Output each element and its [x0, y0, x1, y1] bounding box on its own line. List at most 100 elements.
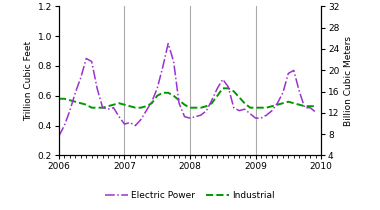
- Electric Power: [237, 109, 241, 112]
- Industrial: [188, 106, 192, 109]
- Electric Power: [215, 87, 220, 89]
- Electric Power: [220, 78, 225, 81]
- Electric Power: [199, 114, 203, 116]
- Industrial: [291, 102, 296, 104]
- Legend: Electric Power, Industrial: Electric Power, Industrial: [101, 187, 279, 203]
- Electric Power: [106, 108, 110, 110]
- Electric Power: [73, 92, 78, 94]
- Electric Power: [166, 42, 171, 45]
- Industrial: [182, 104, 187, 106]
- Electric Power: [308, 106, 312, 109]
- Industrial: [199, 106, 203, 109]
- Industrial: [226, 87, 231, 89]
- Industrial: [166, 92, 171, 94]
- Electric Power: [122, 123, 127, 125]
- Electric Power: [231, 106, 236, 109]
- Electric Power: [84, 57, 89, 60]
- Electric Power: [95, 87, 100, 89]
- Industrial: [193, 106, 198, 109]
- Industrial: [302, 105, 307, 108]
- Industrial: [95, 106, 100, 109]
- Electric Power: [149, 100, 154, 103]
- Industrial: [286, 100, 291, 103]
- Industrial: [160, 92, 165, 94]
- Industrial: [204, 105, 209, 108]
- Electric Power: [270, 109, 274, 112]
- Industrial: [314, 105, 318, 108]
- Electric Power: [139, 118, 143, 121]
- Y-axis label: Billion Cubic Meters: Billion Cubic Meters: [344, 36, 353, 126]
- Electric Power: [264, 114, 269, 116]
- Electric Power: [253, 117, 258, 119]
- Industrial: [78, 102, 83, 104]
- Electric Power: [291, 69, 296, 72]
- Electric Power: [314, 111, 318, 113]
- Electric Power: [117, 115, 121, 118]
- Industrial: [144, 105, 149, 108]
- Industrial: [308, 105, 312, 108]
- Industrial: [275, 104, 280, 106]
- Electric Power: [128, 121, 132, 124]
- Industrial: [111, 104, 116, 106]
- Industrial: [149, 102, 154, 104]
- Industrial: [73, 100, 78, 103]
- Industrial: [259, 106, 263, 109]
- Electric Power: [248, 112, 252, 115]
- Electric Power: [177, 102, 181, 104]
- Industrial: [177, 99, 181, 101]
- Industrial: [171, 94, 176, 97]
- Electric Power: [100, 106, 105, 109]
- Electric Power: [286, 72, 291, 75]
- Industrial: [220, 87, 225, 89]
- Electric Power: [297, 90, 302, 93]
- Electric Power: [242, 108, 247, 110]
- Electric Power: [188, 117, 192, 119]
- Industrial: [280, 102, 285, 104]
- Electric Power: [226, 85, 231, 88]
- Electric Power: [78, 77, 83, 79]
- Industrial: [106, 105, 110, 108]
- Industrial: [237, 96, 241, 98]
- Industrial: [68, 99, 72, 101]
- Industrial: [57, 97, 61, 100]
- Industrial: [248, 106, 252, 109]
- Industrial: [84, 104, 89, 106]
- Industrial: [231, 90, 236, 93]
- Electric Power: [182, 115, 187, 118]
- Industrial: [297, 104, 302, 106]
- Industrial: [209, 102, 214, 104]
- Electric Power: [133, 124, 138, 127]
- Electric Power: [68, 109, 72, 112]
- Electric Power: [280, 92, 285, 94]
- Industrial: [242, 102, 247, 104]
- Industrial: [128, 105, 132, 108]
- Electric Power: [259, 117, 263, 119]
- Electric Power: [193, 115, 198, 118]
- Line: Electric Power: Electric Power: [59, 44, 316, 136]
- Electric Power: [62, 124, 66, 127]
- Y-axis label: Trillion Cubic Feet: Trillion Cubic Feet: [24, 41, 33, 121]
- Electric Power: [111, 106, 116, 109]
- Industrial: [133, 106, 138, 109]
- Industrial: [122, 104, 127, 106]
- Line: Industrial: Industrial: [59, 88, 316, 108]
- Electric Power: [89, 60, 94, 63]
- Electric Power: [171, 60, 176, 63]
- Electric Power: [209, 99, 214, 101]
- Industrial: [215, 94, 220, 97]
- Electric Power: [275, 102, 280, 104]
- Electric Power: [144, 109, 149, 112]
- Industrial: [62, 97, 66, 100]
- Electric Power: [204, 109, 209, 112]
- Electric Power: [57, 135, 61, 137]
- Industrial: [89, 106, 94, 109]
- Industrial: [117, 102, 121, 104]
- Industrial: [100, 106, 105, 109]
- Electric Power: [302, 106, 307, 109]
- Industrial: [264, 106, 269, 109]
- Electric Power: [155, 87, 160, 89]
- Industrial: [155, 94, 160, 97]
- Electric Power: [160, 66, 165, 69]
- Industrial: [270, 105, 274, 108]
- Industrial: [139, 106, 143, 109]
